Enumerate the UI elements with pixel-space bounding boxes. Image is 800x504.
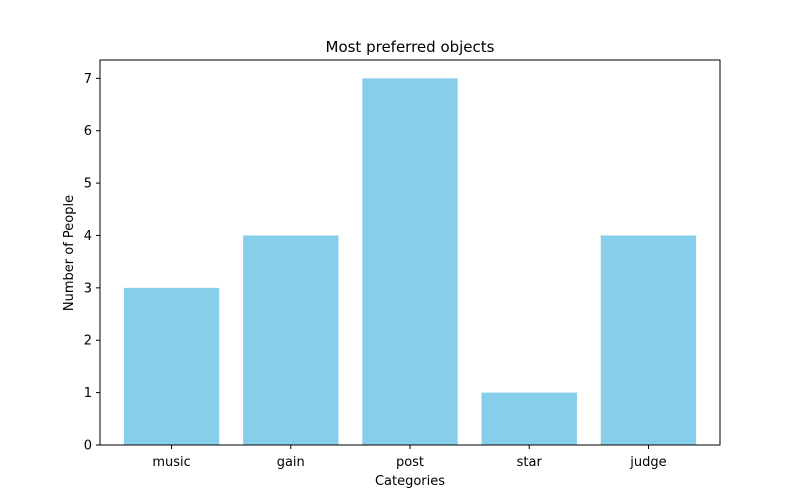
x-tick-label: gain	[277, 455, 305, 470]
bars-layer	[123, 78, 697, 445]
x-tick-label: judge	[629, 455, 666, 470]
x-tick-label: music	[152, 455, 190, 470]
y-axis-title: Number of People	[62, 195, 77, 311]
bar-music	[123, 287, 220, 445]
y-tick-label: 5	[84, 177, 92, 192]
y-tick-label: 2	[84, 334, 92, 349]
x-tick-label: star	[517, 455, 543, 470]
plot-frame	[99, 59, 721, 446]
x-axis-title: Categories	[375, 474, 445, 489]
bar-judge	[600, 235, 697, 445]
chart-title: Most preferred objects	[326, 38, 495, 56]
y-tick-label: 6	[84, 124, 92, 139]
y-tick-label: 1	[84, 386, 92, 401]
x-tick-label: post	[396, 455, 424, 470]
y-tick-label: 0	[84, 439, 92, 454]
x-axis-ticks: music gain post star judge	[152, 445, 667, 470]
y-tick-label: 7	[84, 72, 92, 87]
y-tick-label: 3	[84, 281, 92, 296]
bar-star	[481, 392, 577, 445]
bar-post	[362, 78, 458, 445]
y-tick-label: 4	[84, 229, 92, 244]
y-axis-ticks: 0 1 2 3 4 5 6 7	[84, 72, 100, 454]
bar-gain	[243, 235, 339, 445]
